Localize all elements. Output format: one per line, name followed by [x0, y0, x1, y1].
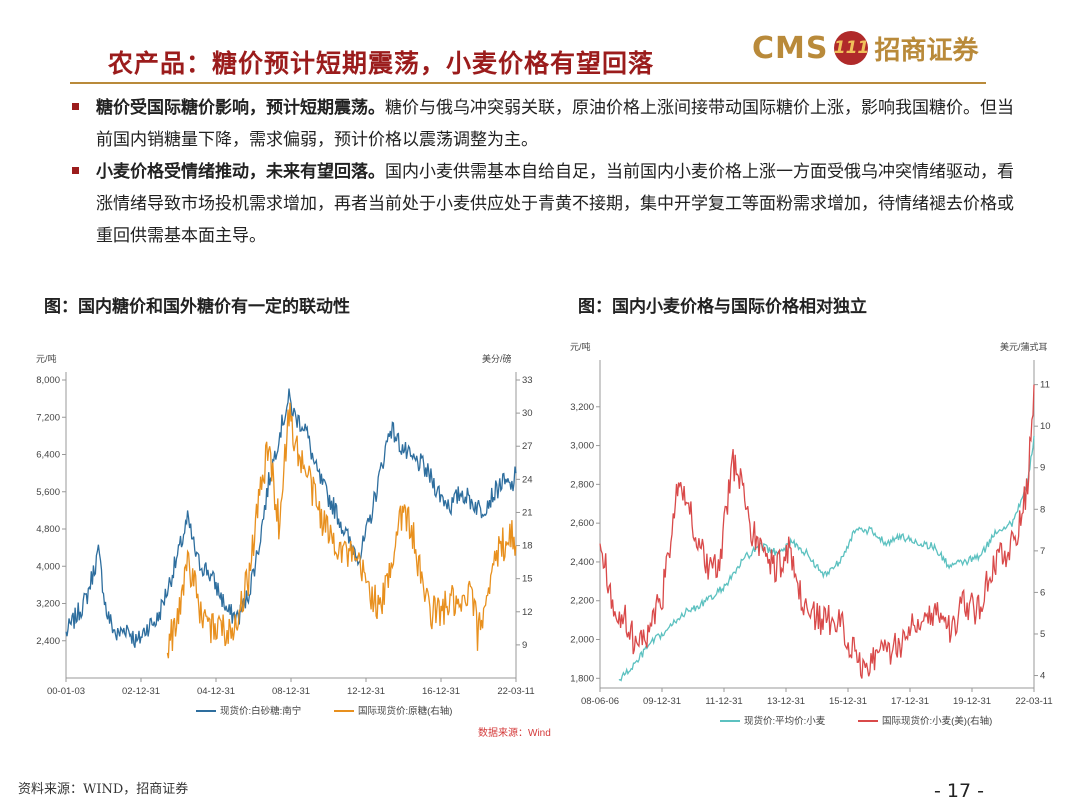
left-figure-caption: 图：国内糖价和国外糖价有一定的联动性	[44, 297, 350, 317]
bullet-body: 国内小麦供需基本自给自足，当前国内小麦价格上涨一方面受俄乌冲突情绪驱动，看涨情绪…	[96, 162, 1014, 246]
y-tick-label-left: 7,200	[36, 412, 60, 423]
y-tick-label-right: 33	[522, 375, 533, 386]
x-tick-label: 16-12-31	[422, 686, 460, 697]
y-tick-label-right: 11	[1040, 380, 1050, 391]
y-axis-unit-right: 美分/磅	[482, 353, 512, 364]
y-tick-label-right: 12	[522, 607, 533, 618]
data-source-note: 数据来源：Wind	[478, 726, 551, 739]
y-tick-label-left: 2,800	[570, 479, 594, 490]
legend-label: 国际现货价:小麦(美)(右轴)	[882, 715, 992, 727]
bullet-wheat: 小麦价格受情绪推动，未来有望回落。国内小麦供需基本自给自足，当前国内小麦价格上涨…	[70, 156, 1030, 252]
x-tick-label: 22-03-11	[497, 686, 534, 697]
page-title: 农产品：糖价预计短期震荡，小麦价格有望回落	[108, 49, 655, 78]
y-tick-label-left: 2,400	[36, 636, 60, 647]
page-number: - 17 -	[934, 780, 984, 802]
x-tick-label: 15-12-31	[829, 696, 867, 707]
x-tick-label: 11-12-31	[705, 696, 742, 707]
sugar-price-chart: 元/吨 美分/磅 8,000 7,200 6,400 5,600 4,800 4,000 3,2…	[36, 353, 551, 739]
x-tick-label: 04-12-31	[197, 686, 235, 697]
wheat-price-chart: 元/吨 美元/蒲式耳 3,200 3,000 2,800 2,600 2,400 2,200 2…	[570, 341, 1053, 727]
y-tick-label-left: 4,800	[36, 524, 60, 535]
x-tick-label: 08-06-06	[581, 696, 619, 707]
logo-mark-icon: 111	[834, 31, 869, 65]
x-tick-label: 00-01-03	[47, 686, 85, 697]
x-tick-label: 22-03-11	[1015, 696, 1052, 707]
bullet-body: 糖价与俄乌冲突弱关联，原油价格上涨间接带动国际糖价上涨，影响我国糖价。但当前国内…	[96, 98, 1014, 150]
bullet-list: 糖价受国际糖价影响，预计短期震荡。糖价与俄乌冲突弱关联，原油价格上涨间接带动国际…	[70, 92, 1030, 252]
y-tick-label-left: 3,200	[570, 402, 594, 413]
bullet-square-icon	[72, 103, 79, 110]
cms-logo: CMS 111 招商证券	[752, 28, 979, 68]
series-line-1	[65, 388, 517, 648]
y-tick-label-right: 30	[522, 408, 533, 419]
legend-label: 现货价:平均价:小麦	[744, 715, 826, 727]
legend-label: 国际现货价:原糖(右轴)	[358, 705, 452, 717]
y-tick-label-right: 27	[522, 441, 533, 452]
x-tick-label: 09-12-31	[643, 696, 681, 707]
y-tick-label-right: 5	[1040, 629, 1045, 640]
footer-source: 资料来源：WIND，招商证券	[18, 782, 189, 797]
y-tick-label-right: 7	[1040, 546, 1045, 557]
y-tick-label-left: 2,600	[570, 518, 594, 529]
y-tick-label-left: 5,600	[36, 487, 60, 498]
y-axis-unit-right: 美元/蒲式耳	[1000, 341, 1048, 352]
series-line-2	[166, 402, 517, 659]
bullet-lead: 小麦价格受情绪推动，未来有望回落。	[96, 162, 385, 182]
y-tick-label-right: 8	[1040, 504, 1045, 515]
y-tick-label-right: 10	[1040, 421, 1051, 432]
legend-label: 现货价:白砂糖:南宁	[220, 705, 301, 717]
title-divider	[70, 82, 986, 84]
y-tick-label-right: 9	[522, 640, 527, 651]
y-tick-label-right: 4	[1040, 671, 1045, 682]
y-tick-label-left: 6,400	[36, 450, 60, 461]
x-tick-label: 02-12-31	[122, 686, 160, 697]
bullet-square-icon	[72, 167, 79, 174]
bullet-sugar: 糖价受国际糖价影响，预计短期震荡。糖价与俄乌冲突弱关联，原油价格上涨间接带动国际…	[70, 92, 1030, 156]
y-axis-unit-left: 元/吨	[36, 353, 57, 364]
x-tick-label: 19-12-31	[953, 696, 991, 707]
y-tick-label-left: 3,000	[570, 441, 594, 452]
x-tick-label: 13-12-31	[767, 696, 805, 707]
y-tick-label-right: 6	[1040, 587, 1045, 598]
y-tick-label-right: 24	[522, 474, 533, 485]
x-tick-label: 08-12-31	[272, 686, 310, 697]
y-tick-label-left: 8,000	[36, 375, 60, 386]
y-tick-label-right: 18	[522, 541, 533, 552]
series-line-1	[618, 435, 1035, 682]
right-figure-caption: 图：国内小麦价格与国际价格相对独立	[578, 297, 867, 317]
bullet-lead: 糖价受国际糖价影响，预计短期震荡。	[96, 98, 385, 118]
y-tick-label-left: 3,200	[36, 599, 60, 610]
y-axis-unit-left: 元/吨	[570, 341, 591, 352]
x-tick-label: 12-12-31	[347, 686, 385, 697]
y-tick-label-right: 9	[1040, 463, 1045, 474]
logo-cn: 招商证券	[874, 35, 979, 66]
x-tick-label: 17-12-31	[891, 696, 929, 707]
y-tick-label-left: 2,000	[570, 635, 594, 646]
y-tick-label-left: 4,000	[36, 561, 60, 572]
y-tick-label-left: 2,200	[570, 596, 594, 607]
logo-text: CMS	[752, 30, 829, 66]
series-line-2	[599, 384, 1035, 679]
y-tick-label-right: 21	[522, 507, 533, 518]
y-tick-label-right: 15	[522, 574, 533, 585]
y-tick-label-left: 1,800	[570, 673, 594, 684]
y-tick-label-left: 2,400	[570, 557, 594, 568]
